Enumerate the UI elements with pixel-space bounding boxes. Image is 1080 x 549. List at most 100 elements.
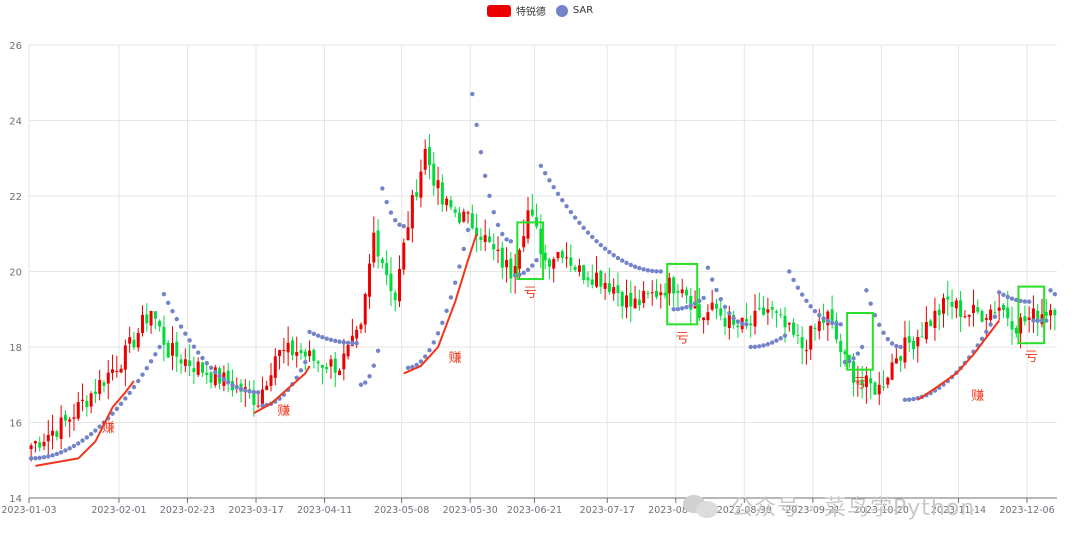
candle-body [1001,304,1005,310]
sar-dot [255,390,261,395]
sar-dot [542,171,548,176]
profit-trend-line [917,319,1000,401]
candle-body [355,329,359,339]
y-tick-label: 14 [9,494,22,505]
candle-body [577,265,581,272]
candle-body [616,285,620,294]
candle-body [852,361,856,383]
wechat-icon [683,492,721,520]
candle-body [260,389,264,406]
candle-body [877,384,881,395]
sar-dot [393,217,398,223]
candle-body [89,393,93,407]
sar-dot [311,331,317,337]
sar-dot [41,455,47,460]
sar-dot [650,268,655,274]
sar-dot [470,91,475,97]
y-tick-label: 22 [9,192,22,203]
y-tick-label: 24 [9,117,22,128]
sar-dot [315,333,321,338]
sar-dot [855,351,861,356]
sar-dot [337,339,342,344]
legend-item-candles[interactable]: 特锐德 [486,3,546,18]
candle-body [633,298,637,309]
x-tick-label: 2023-08-08 [648,505,703,516]
sar-dot [234,385,239,390]
sar-dot [375,348,381,353]
candle-body [971,304,975,313]
candle-body [128,337,132,344]
candle-body [774,311,778,313]
candle-body [997,307,1001,311]
candle-body [650,292,654,294]
candle-body [886,377,890,385]
candle-body [342,353,346,370]
sar-dot [482,173,488,179]
sar-dot [684,304,689,310]
x-tick-label: 2023-08-30 [717,505,772,516]
candle-body [890,362,894,380]
sar-dot [525,267,531,273]
sar-dot [680,306,685,311]
sar-dot [658,269,663,274]
sar-dot [508,239,514,244]
legend-item-sar[interactable]: SAR [555,3,593,18]
sar-dot [551,185,556,190]
candle-body [680,289,684,294]
candle-body [63,414,67,421]
sar-dot [538,163,544,168]
loss-box [516,221,544,281]
x-tick-label: 2023-12-06 [999,505,1054,516]
candle-body [385,263,389,276]
candle-body [363,294,367,325]
candle-body [93,391,97,395]
candle-body [1027,317,1031,320]
candle-body [312,349,316,361]
candle-body [719,308,723,316]
sar-dot [131,384,137,390]
sar-dot [620,258,625,263]
candle-body [744,319,748,322]
candle-body [599,270,603,287]
candle-body [980,311,984,322]
candle-body [667,277,671,294]
sar-dot [979,336,985,342]
candle-body [834,320,838,340]
sar-dot [804,298,809,304]
sar-dot [247,389,252,394]
candle-body [539,228,543,255]
candle-body [620,292,624,307]
candle-body [72,417,76,419]
sar-dot [877,322,882,328]
candle-body [646,292,650,294]
sar-dot [80,438,85,443]
candle-body [303,351,307,357]
candle-body [170,343,174,356]
sar-dot [448,295,454,300]
sar-dot [718,296,723,302]
sar-dot [628,262,634,268]
sar-dot [461,246,466,252]
sar-dot [654,269,659,274]
candle-body [543,252,547,261]
sar-dot [46,454,51,459]
candle-body [166,342,170,358]
sar-dot [611,252,616,258]
candle-body [603,282,607,289]
sar-dot [1031,318,1036,323]
sar-dot [624,260,629,266]
x-axis: 2023-01-03 2023-02-01 2023-02-23 2023-03-17… [1,497,1057,516]
candle-body [727,315,731,329]
candle-body [59,417,63,439]
candle-body [346,344,350,357]
sar-dot [474,122,479,128]
candle-body [389,273,393,292]
candle-body [415,192,419,197]
sar-dot [405,365,411,370]
candle-body [496,249,500,252]
sar-dot [208,365,214,370]
candle-body [183,359,187,366]
profit-trend-line [403,233,478,375]
candle-body [856,381,860,383]
